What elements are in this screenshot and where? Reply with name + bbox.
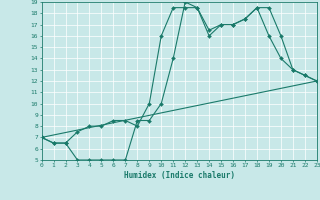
X-axis label: Humidex (Indice chaleur): Humidex (Indice chaleur) <box>124 171 235 180</box>
